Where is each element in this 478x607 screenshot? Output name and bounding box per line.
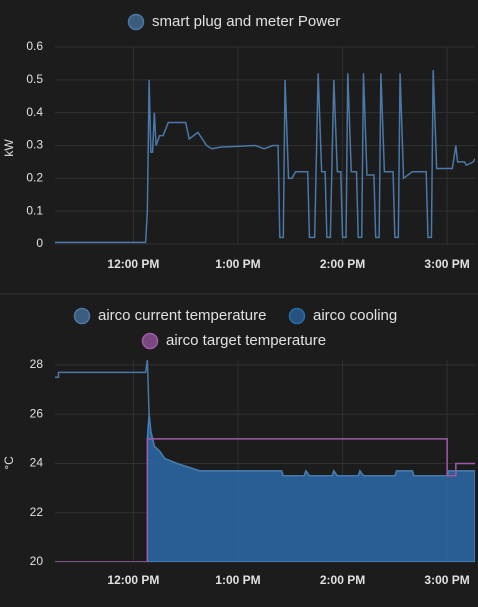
x-tick-label: 12:00 PM [107, 257, 159, 271]
y-tick-label: 0.3 [26, 138, 43, 152]
x-tick-label: 12:00 PM [107, 573, 159, 587]
y-tick-label: 0.1 [26, 203, 43, 217]
legend-swatch[interactable] [288, 307, 306, 325]
y-tick-label: 0.4 [26, 105, 43, 119]
legend-swatch[interactable] [73, 307, 91, 325]
y-tick-label: 0.2 [26, 171, 43, 185]
y-tick-label: 24 [30, 456, 44, 470]
x-tick-label: 3:00 PM [424, 573, 469, 587]
y-tick-label: 22 [30, 505, 44, 519]
y-tick-label: 28 [30, 357, 44, 371]
line [55, 69, 475, 244]
y-axis-label: kW [2, 139, 16, 157]
legend-label[interactable]: airco target temperature [166, 332, 326, 349]
x-tick-label: 2:00 PM [320, 573, 365, 587]
y-tick-label: 20 [30, 554, 44, 568]
line [55, 438, 475, 562]
y-tick-label: 0.5 [26, 72, 43, 86]
y-tick-label: 0 [36, 236, 43, 250]
x-tick-label: 3:00 PM [424, 257, 469, 271]
x-tick-label: 2:00 PM [320, 257, 365, 271]
legend-swatch[interactable] [127, 13, 145, 31]
y-axis-label: °C [2, 456, 16, 470]
x-tick-label: 1:00 PM [215, 257, 260, 271]
legend-label[interactable]: airco current temperature [98, 307, 266, 324]
legend-label[interactable]: airco cooling [313, 307, 397, 324]
line [55, 359, 475, 477]
legend-label[interactable]: smart plug and meter Power [152, 13, 340, 30]
legend-swatch[interactable] [141, 332, 159, 350]
x-tick-label: 1:00 PM [215, 573, 260, 587]
y-tick-label: 26 [30, 406, 44, 420]
y-tick-label: 0.6 [26, 39, 43, 53]
